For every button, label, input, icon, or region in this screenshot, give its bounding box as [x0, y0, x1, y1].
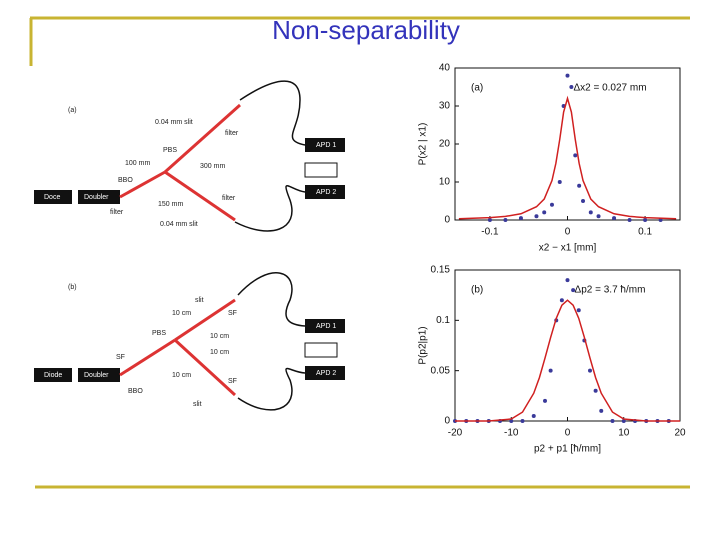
diagram-text: filter	[110, 209, 124, 216]
diagram-text: APD 1	[316, 142, 336, 149]
diagram-b: (b)	[34, 272, 345, 411]
fit-line	[458, 95, 677, 220]
diagram-text: 100 mm	[125, 160, 150, 167]
data-point	[520, 419, 525, 423]
diagram-text: 0.04 mm slit	[160, 221, 198, 228]
diagram-text: Doubler	[84, 194, 109, 201]
y-tick-label: 0	[444, 215, 450, 226]
diagram-text: 10 cm	[210, 349, 229, 356]
panel-label: (a)	[471, 83, 483, 94]
y-axis-label: P(p2|p1)	[418, 326, 429, 364]
plot-frame	[454, 269, 681, 422]
x-tick-label: -20	[448, 428, 463, 439]
diagram-text: 0.04 mm slit	[155, 119, 193, 126]
data-point	[612, 216, 617, 221]
diagram-label: (a)	[68, 107, 77, 114]
y-tick-label: 40	[439, 63, 451, 74]
x-tick-label: -10	[504, 428, 519, 439]
data-point	[577, 183, 582, 188]
title: Non-separability	[272, 15, 460, 45]
data-point	[581, 199, 586, 203]
x-tick-label: 10	[618, 428, 630, 439]
data-point	[599, 408, 604, 413]
diagram-text: PBS	[152, 330, 166, 337]
diagram-text: Doubler	[84, 372, 109, 379]
panel-label: (b)	[471, 285, 483, 296]
data-point	[571, 288, 576, 293]
data-point	[557, 180, 562, 184]
data-point	[559, 298, 564, 303]
x-tick-label: 0	[565, 227, 571, 238]
data-point	[534, 214, 539, 219]
diagram-text: APD 2	[316, 370, 336, 377]
diagram-text: PBS	[163, 147, 177, 154]
diagram-text: slit	[193, 401, 202, 408]
diagram-text: Doce	[44, 194, 60, 201]
data-point	[509, 419, 514, 423]
diagram-text: 10 cm	[172, 310, 191, 317]
y-tick-label: 0.15	[431, 265, 451, 276]
x-axis-label: p2 + p1 [ħ/mm]	[534, 444, 601, 455]
data-point	[503, 218, 508, 222]
diagram-text: APD 2	[316, 189, 336, 196]
data-point	[487, 218, 492, 222]
diagram-text: 10 cm	[210, 333, 229, 340]
y-tick-label: 0.05	[431, 365, 451, 376]
x-axis-label: x2 − x1 [mm]	[539, 243, 597, 254]
data-point	[576, 308, 581, 313]
data-point	[588, 210, 593, 215]
data-point	[548, 368, 553, 373]
y-tick-label: 30	[439, 101, 451, 112]
data-point	[596, 214, 601, 219]
diagram-a: (a)	[34, 80, 345, 232]
diagram-text: BBO	[118, 177, 133, 184]
diagram-text: APD 1	[316, 323, 336, 330]
diagram-text: Diode	[44, 372, 62, 379]
data-point	[549, 202, 554, 207]
data-point	[593, 388, 598, 393]
fit-line	[455, 299, 680, 422]
diagram-text: filter	[222, 195, 236, 202]
data-point	[588, 368, 592, 373]
diagram-text: 150 mm	[158, 201, 183, 208]
diagram-text: slit	[195, 297, 204, 304]
y-tick-label: 10	[439, 177, 451, 188]
data-point	[627, 218, 632, 222]
diagram-text: SF	[116, 354, 125, 361]
diagram-text: filter	[225, 130, 239, 137]
data-point	[518, 216, 523, 221]
x-tick-label: -0.1	[481, 227, 499, 238]
data-point	[643, 218, 648, 222]
diagram-text: 10 cm	[172, 372, 191, 379]
diagram-text: SF	[228, 310, 237, 317]
diagram-text: SF	[228, 378, 237, 385]
data-point	[610, 419, 615, 423]
x-tick-label: 0	[565, 428, 571, 439]
diagram-text: BBO	[128, 388, 143, 395]
data-point	[542, 210, 547, 215]
annotation: Δp2 = 3.7 ħ/mm	[575, 285, 646, 296]
y-tick-label: 0	[444, 416, 450, 427]
y-tick-label: 0.1	[436, 315, 450, 326]
diagram-label: (b)	[68, 284, 77, 291]
y-tick-label: 20	[439, 139, 451, 150]
data-point	[531, 413, 536, 418]
x-tick-label: 0.1	[638, 227, 652, 238]
data-point	[621, 419, 626, 423]
data-point	[569, 85, 574, 89]
data-point	[565, 73, 570, 78]
diagram-text: 300 mm	[200, 163, 225, 170]
y-axis-label: P(x2 | x1)	[418, 123, 429, 166]
data-point	[573, 153, 578, 158]
x-tick-label: 20	[674, 428, 686, 439]
data-point	[543, 398, 547, 403]
data-point	[565, 278, 570, 283]
annotation: Δx2 = 0.027 mm	[573, 83, 646, 94]
